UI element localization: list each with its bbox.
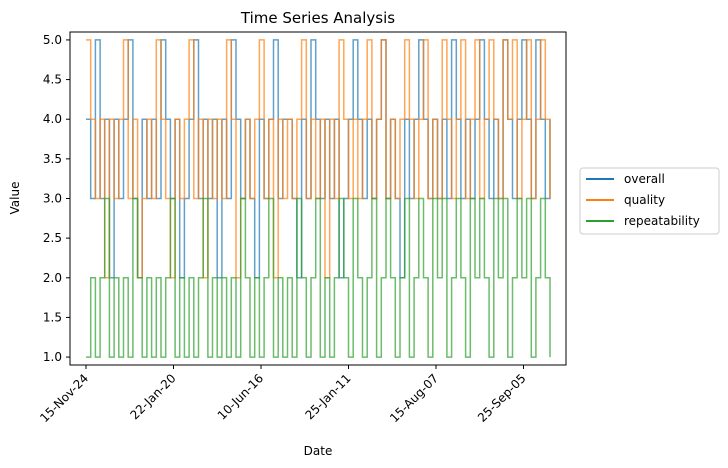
legend-label-repeatability: repeatability — [624, 214, 700, 228]
y-axis: 1.0 1.5 2.0 2.5 3.0 3.5 4.0 4.5 5.0 — [43, 33, 70, 364]
y-axis-label: Value — [8, 182, 22, 215]
x-axis: 15-Nov-24 22-Jan-20 10-Jun-16 25-Jan-11 15-A… — [37, 365, 529, 425]
x-tick-label: 15-Aug-07 — [387, 371, 441, 425]
legend-label-quality: quality — [624, 193, 665, 207]
plot-area — [86, 39, 551, 358]
legend-box — [579, 167, 720, 235]
y-tick-label: 5.0 — [43, 33, 62, 47]
chart-title: Time Series Analysis — [240, 9, 395, 27]
series-line-repeatability — [86, 197, 551, 358]
y-tick-label: 2.5 — [43, 231, 62, 245]
x-axis-label: Date — [304, 444, 333, 458]
y-tick-label: 3.0 — [43, 192, 62, 206]
y-tick-label: 4.0 — [43, 112, 62, 126]
legend: overall quality repeatability — [579, 167, 720, 235]
x-tick-label: 25-Jan-11 — [302, 371, 353, 422]
y-tick-label: 4.5 — [43, 73, 62, 87]
y-tick-label: 1.5 — [43, 310, 62, 324]
x-tick-label: 22-Jan-20 — [127, 371, 178, 422]
y-tick-label: 1.0 — [43, 350, 62, 364]
x-tick-label: 15-Nov-24 — [37, 371, 91, 425]
y-tick-label: 3.5 — [43, 152, 62, 166]
y-tick-label: 2.0 — [43, 271, 62, 285]
x-tick-label: 25-Sep-05 — [475, 371, 529, 425]
x-tick-label: 10-Jun-16 — [215, 371, 266, 422]
legend-label-overall: overall — [624, 172, 665, 186]
